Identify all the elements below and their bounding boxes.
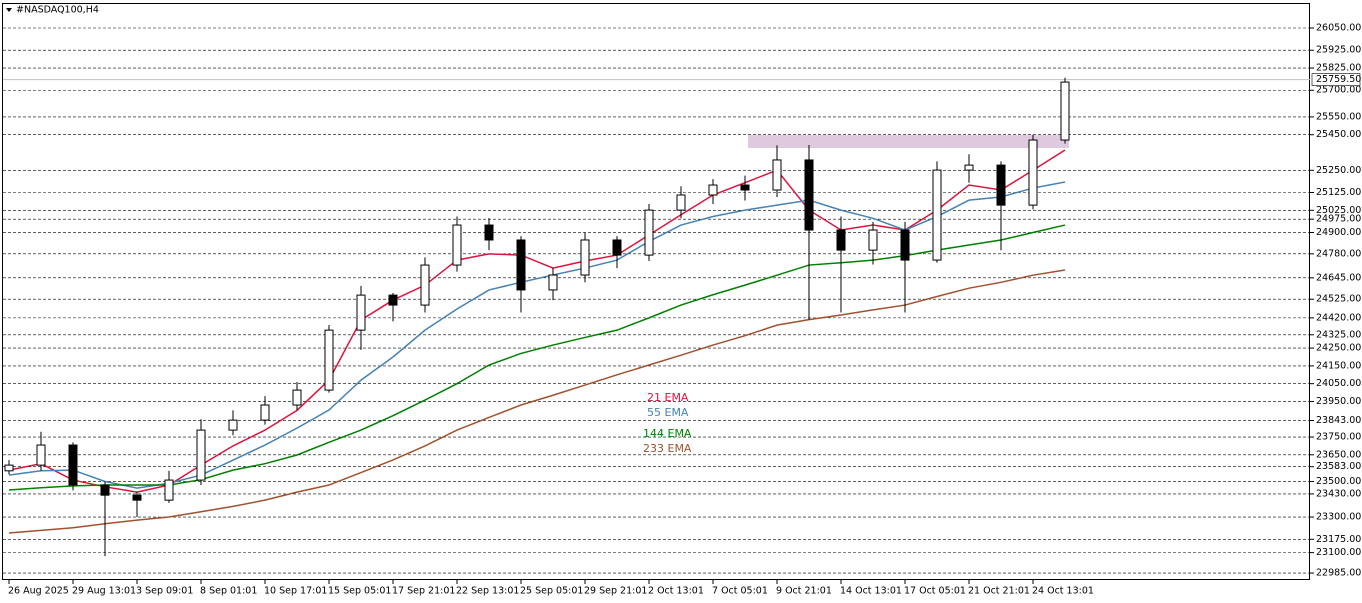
candle-body xyxy=(548,274,558,291)
y-tick-label: 23100.00 xyxy=(1316,547,1361,558)
candle-body xyxy=(484,224,494,241)
x-tick-label: 17 Sep 21:01 xyxy=(392,586,455,597)
candle-body xyxy=(292,389,302,406)
candle-body xyxy=(452,224,462,266)
candle-body xyxy=(644,209,654,256)
y-tick-label: 25825.00 xyxy=(1316,63,1361,74)
y-tick-label: 24325.00 xyxy=(1316,329,1361,340)
y-tick-label: 22985.00 xyxy=(1316,568,1361,579)
candle-body xyxy=(580,239,590,276)
y-tick-label: 23300.00 xyxy=(1316,512,1361,523)
y-tick-label: 25450.00 xyxy=(1316,129,1361,140)
candle-body xyxy=(164,479,174,501)
candle-body xyxy=(100,484,110,496)
y-tick-label: 23750.00 xyxy=(1316,432,1361,443)
x-tick-label: 10 Sep 17:01 xyxy=(264,586,327,597)
y-tick-label: 24420.00 xyxy=(1316,312,1361,323)
candle-body xyxy=(804,159,814,231)
y-tick-label: 24525.00 xyxy=(1316,294,1361,305)
y-tick-label: 25125.00 xyxy=(1316,187,1361,198)
y-tick-label: 25700.00 xyxy=(1316,85,1361,96)
candle-body xyxy=(676,194,686,211)
y-tick-label: 25025.00 xyxy=(1316,205,1361,216)
candle-body xyxy=(388,294,398,306)
candle-body xyxy=(1060,81,1070,141)
ema-line xyxy=(8,149,1066,493)
ema-label: 55 EMA xyxy=(647,406,689,419)
price-box xyxy=(1311,73,1361,86)
candle-body xyxy=(772,159,782,191)
x-tick-label: 22 Sep 13:01 xyxy=(456,586,519,597)
candle-body xyxy=(516,239,526,291)
y-tick-label: 25550.00 xyxy=(1316,111,1361,122)
x-tick-label: 25 Sep 05:01 xyxy=(520,586,583,597)
candle-body xyxy=(196,429,206,481)
candle-body xyxy=(324,329,334,391)
candle-body xyxy=(868,229,878,251)
y-tick-label: 24645.00 xyxy=(1316,272,1361,283)
x-tick-label: 29 Aug 13:01 xyxy=(72,586,136,597)
candle-body xyxy=(4,464,14,472)
x-tick-label: 7 Oct 05:01 xyxy=(712,586,768,597)
candle-body xyxy=(132,494,142,501)
ema-line xyxy=(8,181,1066,489)
y-tick-label: 23175.00 xyxy=(1316,534,1361,545)
ema-line xyxy=(8,269,1066,534)
y-tick-label: 24250.00 xyxy=(1316,343,1361,354)
y-tick-label: 25925.00 xyxy=(1316,45,1361,56)
x-tick-label: 8 Sep 01:01 xyxy=(200,586,257,597)
candle-body xyxy=(932,169,942,261)
y-tick-label: 24975.00 xyxy=(1316,214,1361,225)
candle-body xyxy=(420,264,430,306)
y-tick-label: 23950.00 xyxy=(1316,396,1361,407)
ema-line xyxy=(8,224,1066,491)
candle-body xyxy=(708,184,718,196)
candle-body xyxy=(36,444,46,466)
candle-body xyxy=(356,294,366,331)
y-tick-label: 24900.00 xyxy=(1316,227,1361,238)
price-label: 25759.50 xyxy=(1316,74,1361,85)
y-tick-label: 24050.00 xyxy=(1316,378,1361,389)
y-tick-label: 25250.00 xyxy=(1316,165,1361,176)
ema-label: 233 EMA xyxy=(643,442,692,455)
candle-body xyxy=(260,404,270,421)
resistance-zone xyxy=(748,135,1069,149)
menu-icon[interactable] xyxy=(6,8,12,12)
y-tick-label: 23500.00 xyxy=(1316,476,1361,487)
y-tick-label: 26050.00 xyxy=(1316,23,1361,34)
x-tick-label: 24 Oct 13:01 xyxy=(1032,586,1094,597)
y-tick-label: 24150.00 xyxy=(1316,360,1361,371)
candle-body xyxy=(68,444,78,486)
ema-label: 144 EMA xyxy=(643,427,692,440)
y-tick-label: 23430.00 xyxy=(1316,488,1361,499)
y-tick-label: 23843.00 xyxy=(1316,415,1361,426)
y-tick-label: 24780.00 xyxy=(1316,248,1361,259)
x-tick-label: 26 Aug 2025 xyxy=(8,586,69,597)
candle-body xyxy=(836,229,846,251)
candle-body xyxy=(1028,139,1038,206)
x-tick-label: 29 Sep 21:01 xyxy=(584,586,647,597)
x-tick-label: 2 Oct 13:01 xyxy=(648,586,704,597)
candle-body xyxy=(228,419,238,431)
y-tick-label: 23583.00 xyxy=(1316,461,1361,472)
x-tick-label: 9 Oct 21:01 xyxy=(776,586,832,597)
candle-body xyxy=(996,164,1006,206)
x-tick-label: 21 Oct 21:01 xyxy=(968,586,1030,597)
candle-body xyxy=(900,229,910,261)
x-tick-label: 15 Sep 05:01 xyxy=(328,586,391,597)
x-tick-label: 3 Sep 09:01 xyxy=(136,586,193,597)
plot-frame xyxy=(2,3,1310,580)
ema-label: 21 EMA xyxy=(647,391,689,404)
y-tick-label: 23650.00 xyxy=(1316,449,1361,460)
candle-body xyxy=(964,164,974,171)
candle-body xyxy=(740,184,750,191)
x-tick-label: 17 Oct 05:01 xyxy=(904,586,966,597)
candle-body xyxy=(612,239,622,256)
x-tick-label: 14 Oct 13:01 xyxy=(840,586,902,597)
chart-title: #NASDAQ100,H4 xyxy=(16,5,99,16)
